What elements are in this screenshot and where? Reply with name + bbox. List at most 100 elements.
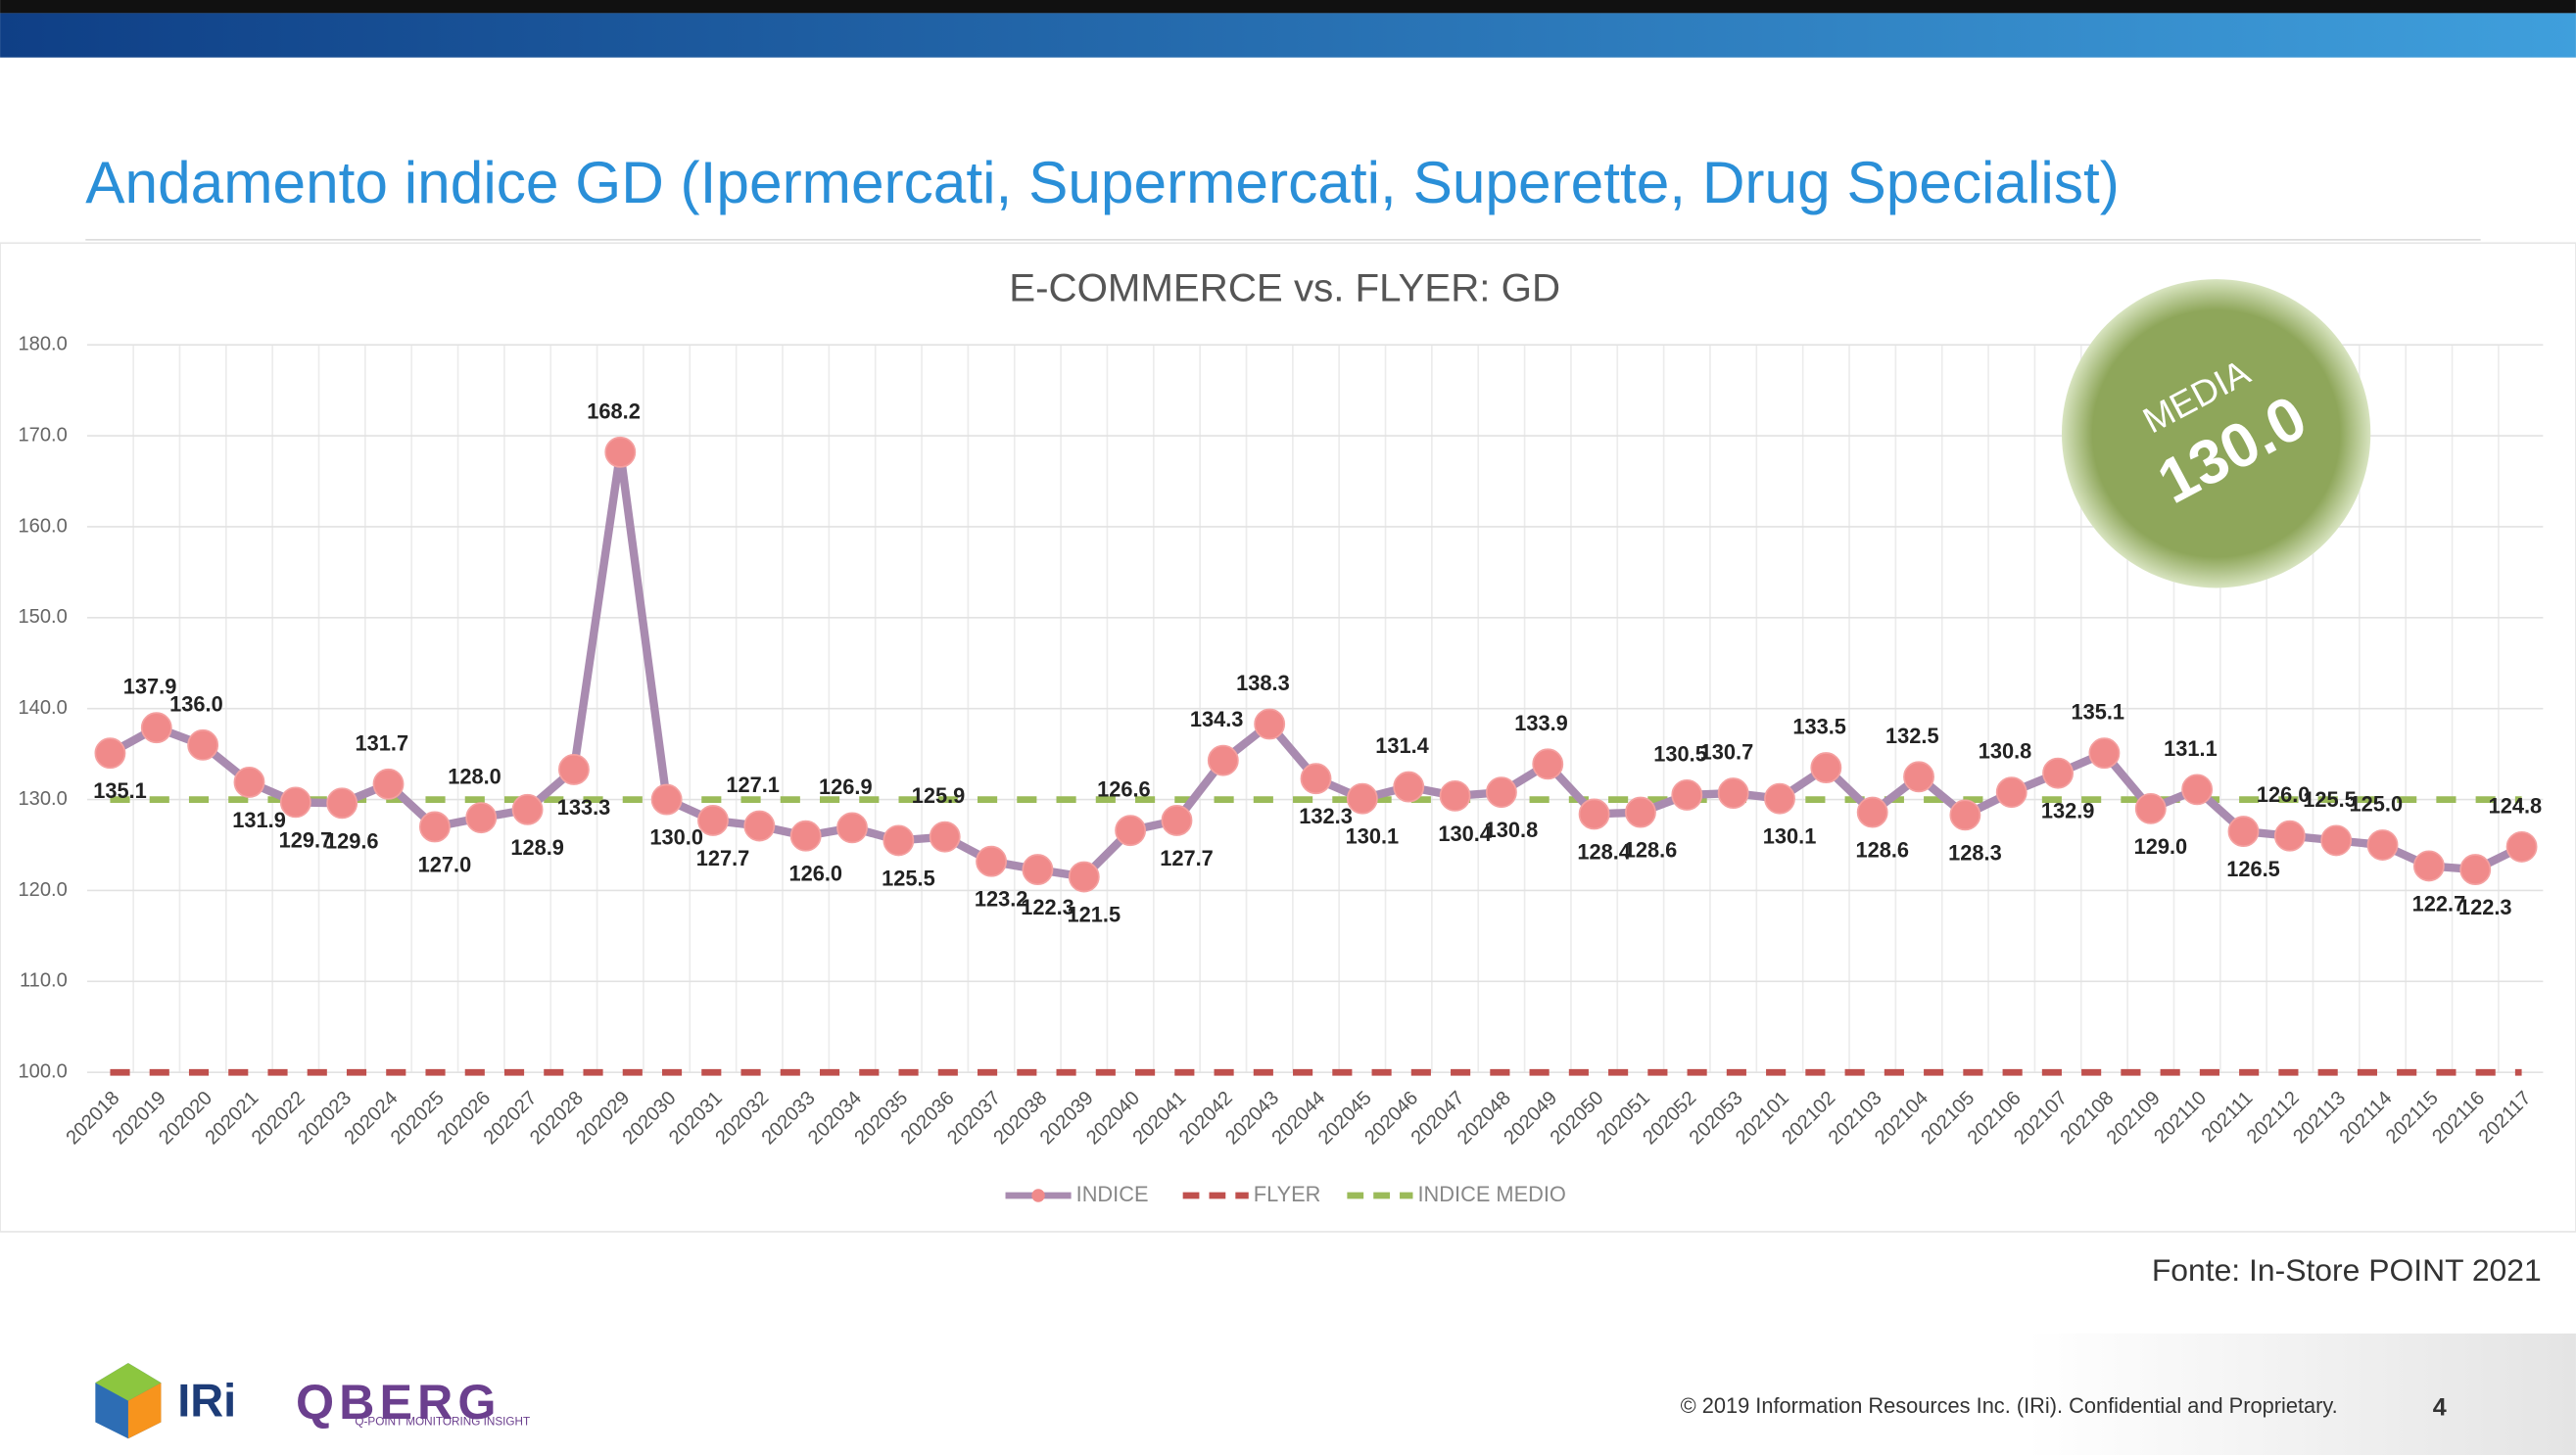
data-label: 125.5 xyxy=(2303,787,2357,812)
data-point xyxy=(929,821,961,853)
data-label: 131.1 xyxy=(2164,736,2218,761)
data-point xyxy=(1022,854,1054,886)
data-label: 131.4 xyxy=(1375,733,1429,758)
data-point xyxy=(372,768,405,800)
data-point xyxy=(1578,798,1610,830)
data-point xyxy=(2412,850,2445,882)
data-label: 121.5 xyxy=(1068,903,1121,927)
data-label: 126.0 xyxy=(2257,782,2311,807)
data-label: 131.7 xyxy=(356,730,409,755)
data-point xyxy=(743,810,776,842)
data-point xyxy=(1764,782,1795,815)
data-point xyxy=(1810,752,1842,784)
data-point xyxy=(1949,799,1981,831)
data-point xyxy=(1671,779,1703,811)
data-label: 132.3 xyxy=(1299,804,1353,828)
data-label: 130.7 xyxy=(1700,740,1754,765)
data-point xyxy=(697,805,729,836)
data-point xyxy=(1532,748,1564,780)
data-point xyxy=(2505,830,2538,863)
source: Fonte: In-Store POINT 2021 xyxy=(2152,1252,2542,1288)
data-label: 125.5 xyxy=(882,866,935,890)
data-point xyxy=(2459,854,2492,886)
data-point xyxy=(2227,816,2260,848)
data-point xyxy=(1485,776,1517,809)
data-point xyxy=(558,754,590,785)
y-tick-label: 130.0 xyxy=(19,788,68,810)
data-point xyxy=(650,783,683,816)
data-label: 133.9 xyxy=(1514,711,1568,735)
data-label: 168.2 xyxy=(587,399,641,423)
data-label: 129.0 xyxy=(2134,834,2188,859)
data-point xyxy=(2134,792,2167,824)
data-label: 128.9 xyxy=(510,835,564,860)
data-label: 138.3 xyxy=(1236,671,1290,695)
data-label: 128.6 xyxy=(1624,838,1678,863)
data-label: 134.3 xyxy=(1190,707,1244,731)
data-point xyxy=(1068,861,1100,893)
data-point xyxy=(1995,776,2027,809)
legend-label: INDICE xyxy=(1076,1182,1149,1206)
data-point xyxy=(326,787,358,820)
data-point xyxy=(2366,829,2399,861)
data-label: 135.1 xyxy=(93,778,147,803)
data-label: 127.7 xyxy=(1160,846,1214,870)
data-label: 130.1 xyxy=(1346,824,1400,849)
data-point xyxy=(418,811,451,843)
y-tick-label: 120.0 xyxy=(19,879,68,901)
header-bar xyxy=(0,13,2576,58)
data-point xyxy=(465,802,498,834)
iri-logo-top xyxy=(95,1363,162,1401)
data-point xyxy=(94,737,126,770)
top-strip xyxy=(0,0,2576,14)
data-label: 131.9 xyxy=(232,808,286,832)
data-point xyxy=(2181,774,2214,806)
data-label: 126.9 xyxy=(819,774,873,799)
data-label: 128.0 xyxy=(448,765,501,789)
data-point xyxy=(1903,761,1934,793)
data-label: 125.0 xyxy=(2350,792,2404,817)
y-tick-label: 160.0 xyxy=(19,515,68,537)
data-label: 122.3 xyxy=(2458,895,2512,919)
y-tick-label: 180.0 xyxy=(19,334,68,355)
data-label: 129.6 xyxy=(325,828,379,853)
data-point xyxy=(1856,796,1888,828)
data-point xyxy=(789,820,822,852)
data-label: 133.5 xyxy=(1792,715,1846,739)
chart-title: E-COMMERCE vs. FLYER: GD xyxy=(1009,265,1560,309)
data-point xyxy=(511,793,544,825)
data-label: 126.0 xyxy=(788,862,842,886)
y-tick-label: 140.0 xyxy=(19,697,68,719)
data-point xyxy=(2273,820,2306,852)
data-point xyxy=(2320,824,2353,857)
data-point xyxy=(1254,708,1286,740)
data-label: 126.6 xyxy=(1097,777,1151,802)
data-point xyxy=(1300,763,1332,795)
data-point xyxy=(2042,757,2075,789)
data-label: 122.7 xyxy=(2412,891,2466,915)
iri-logo-text: IRi xyxy=(177,1374,236,1426)
legend-label: INDICE MEDIO xyxy=(1417,1182,1565,1206)
data-label: 130.1 xyxy=(1763,824,1817,849)
y-tick-label: 100.0 xyxy=(19,1061,68,1083)
data-point xyxy=(1161,805,1193,836)
data-label: 126.5 xyxy=(2226,857,2280,881)
data-label: 133.3 xyxy=(557,795,611,820)
data-point xyxy=(279,786,311,819)
data-point xyxy=(604,436,637,468)
data-label: 130.8 xyxy=(1485,818,1539,842)
data-label: 132.5 xyxy=(1885,724,1939,748)
legend-marker xyxy=(1031,1189,1045,1202)
data-point xyxy=(233,767,265,798)
data-label: 127.1 xyxy=(726,773,780,797)
y-tick-label: 170.0 xyxy=(19,424,68,446)
y-tick-label: 150.0 xyxy=(19,606,68,628)
data-label: 127.0 xyxy=(418,852,472,876)
data-label: 130.5 xyxy=(1653,741,1707,766)
qberg-tagline: Q-POINT MONITORING INSIGHT xyxy=(355,1416,530,1429)
data-label: 128.6 xyxy=(1855,838,1909,863)
data-label: 135.1 xyxy=(2071,700,2124,725)
data-point xyxy=(1439,779,1471,812)
